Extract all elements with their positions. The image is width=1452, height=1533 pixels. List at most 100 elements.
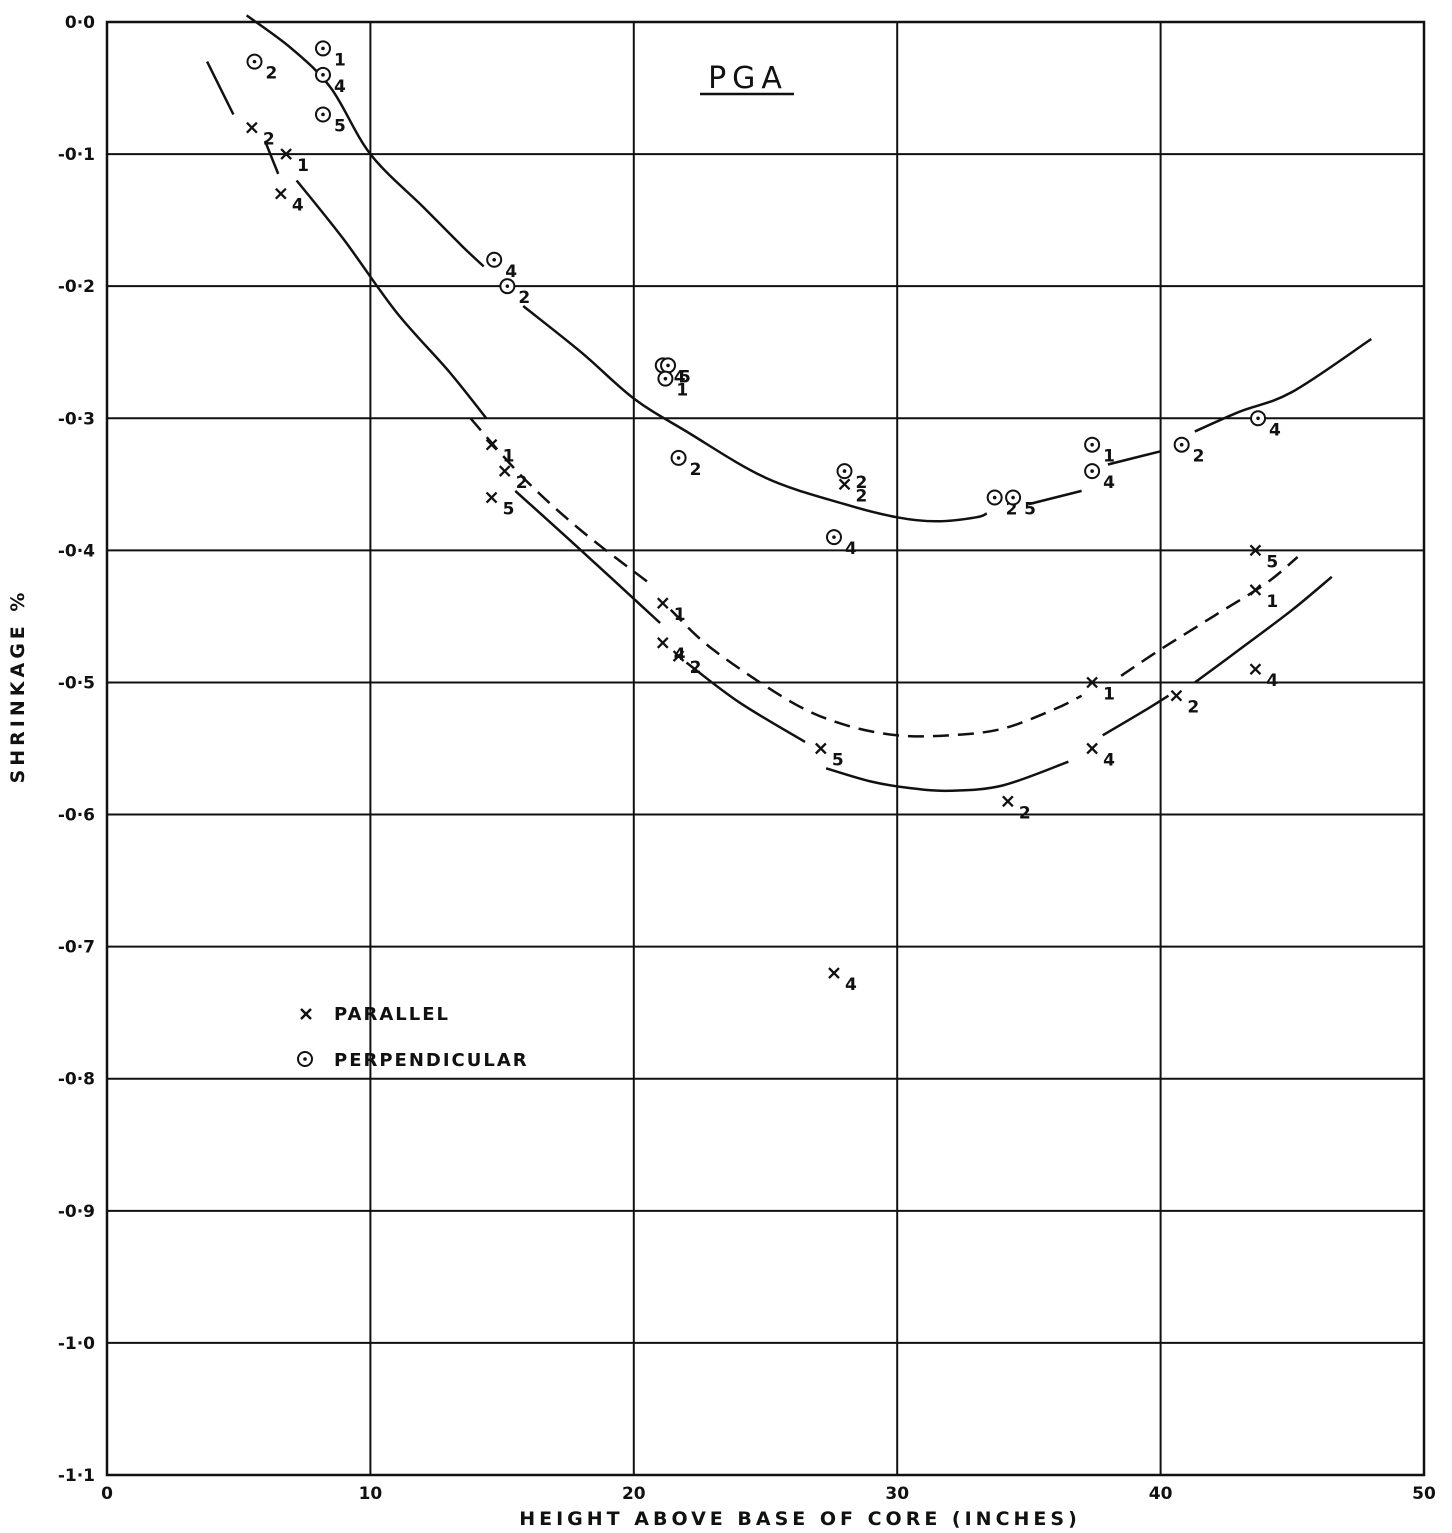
circle-center: [1256, 416, 1260, 421]
circle-center: [1179, 442, 1184, 447]
solid-curve-segment: [522, 305, 988, 523]
point-label: 5: [679, 367, 691, 387]
point-label: 1: [1103, 447, 1115, 467]
parallel-point: 1: [656, 597, 686, 625]
perpendicular-point: 2: [246, 53, 278, 84]
solid-curve-segment: [1194, 337, 1372, 433]
point-label: 5: [1266, 552, 1278, 572]
solid-curve-segment: [1194, 575, 1333, 684]
circle-center: [1090, 442, 1094, 447]
perpendicular-point: 1: [1084, 436, 1115, 467]
plot-frame: [105, 20, 1426, 1477]
x-tick-label: 10: [359, 1484, 383, 1504]
perpendicular-point: 4: [1084, 463, 1115, 493]
point-label: 2: [518, 288, 530, 308]
circle-center: [992, 495, 997, 500]
solid-curve-segment: [514, 489, 661, 624]
parallel-point: 2: [246, 121, 275, 150]
perpendicular-point: 4: [825, 529, 857, 559]
solid-curve-segment: [245, 14, 485, 268]
y-tick-label: -0·3: [58, 409, 95, 429]
point-label: 5: [334, 116, 346, 136]
point-label: 2: [1006, 500, 1018, 520]
grid-lines: [105, 20, 1426, 1477]
point-label: 4: [1269, 420, 1281, 440]
point-label: 4: [1103, 473, 1115, 493]
circle-center: [321, 112, 325, 117]
cross-mark: [828, 967, 840, 979]
perpendicular-point: 5: [314, 106, 346, 136]
cross-mark: [656, 637, 669, 649]
legend-perpendicular-label: PERPENDICULAR: [334, 1050, 529, 1071]
point-label: 5: [1024, 500, 1036, 520]
perpendicular-point: 2: [986, 489, 1018, 520]
cross-mark: [1170, 689, 1183, 702]
circle-center: [252, 59, 257, 64]
parallel-point: 1: [1086, 676, 1115, 704]
perpendicular-point: 1: [314, 40, 346, 70]
parallel-point: 2: [498, 465, 528, 493]
perpendicular-point: 2: [499, 278, 530, 308]
circle-center: [842, 469, 847, 473]
perpendicular-point: 5: [660, 357, 691, 387]
chart-title: PGA: [708, 61, 788, 96]
point-label: 4: [1266, 671, 1278, 691]
perpendicular-point: 2: [670, 449, 702, 480]
parallel-point: 4: [828, 967, 857, 995]
parallel-point: 1: [1249, 584, 1278, 612]
point-label: 2: [690, 658, 702, 678]
y-tick-label: -0·1: [58, 145, 95, 165]
parallel-point: 4: [1249, 663, 1278, 691]
cross-mark: [1249, 584, 1262, 596]
circle-center: [1090, 469, 1094, 473]
point-label: 2: [516, 473, 528, 493]
parallel-point: 4: [656, 637, 686, 665]
y-tick-label: 0·0: [65, 13, 95, 33]
circle-center: [676, 456, 681, 460]
point-label: 4: [845, 539, 857, 559]
x-tick-label: 20: [622, 1484, 646, 1504]
cross-mark: [656, 597, 669, 610]
parallel-point: 1: [485, 438, 514, 467]
cross-mark: [498, 465, 511, 477]
parallel-point: 2: [838, 478, 868, 506]
cross-mark: [1086, 676, 1098, 689]
cross-mark: [1249, 663, 1262, 676]
point-label: 2: [856, 486, 868, 506]
perpendicular-point: 1: [657, 370, 688, 401]
data-points: 2141251425242142514214542451224251424: [246, 40, 1281, 995]
circle-center: [832, 535, 836, 539]
legend-perpendicular: PERPENDICULAR: [297, 1050, 529, 1071]
cross-mark: [1086, 742, 1098, 755]
point-label: 1: [1103, 684, 1115, 704]
cross-mark: [838, 478, 851, 491]
point-label: 2: [690, 460, 702, 480]
legend-parallel-label: PARALLEL: [334, 1004, 450, 1025]
point-label: 2: [1193, 447, 1205, 467]
cross-mark: [485, 491, 498, 504]
dashed-curve-segment: [1120, 556, 1299, 677]
perpendicular-point: 4: [314, 66, 346, 97]
point-label: 2: [266, 64, 278, 84]
dashed-curve-segment: [669, 608, 1083, 738]
solid-curve-segment: [1107, 450, 1161, 466]
parallel-point: 5: [815, 742, 844, 771]
circle-center: [321, 46, 325, 51]
legend: PARALLEL PERPENDICULAR: [297, 1004, 529, 1071]
fitted-curves: [205, 14, 1372, 793]
legend-parallel: PARALLEL: [300, 1004, 450, 1025]
perpendicular-point: 4: [1250, 410, 1281, 440]
y-tick-label: -0·2: [58, 277, 95, 297]
y-tick-label: -0·8: [58, 1070, 95, 1090]
circle-center: [492, 257, 496, 262]
point-label: 1: [1266, 592, 1278, 612]
solid-curve-segment: [263, 140, 280, 175]
point-label: 2: [1187, 698, 1199, 718]
point-label: 4: [674, 367, 686, 387]
point-label: 4: [1103, 751, 1115, 771]
point-label: 2: [1019, 803, 1031, 823]
circle-center: [321, 73, 325, 77]
point-label: 5: [832, 751, 844, 771]
perpendicular-point: 2: [836, 463, 867, 493]
